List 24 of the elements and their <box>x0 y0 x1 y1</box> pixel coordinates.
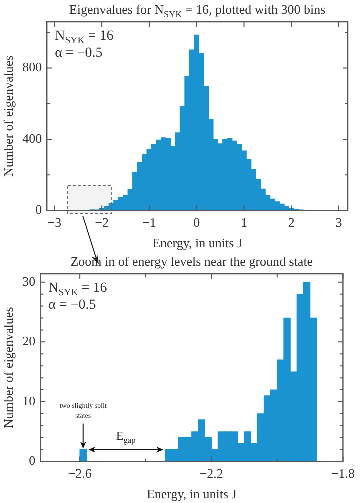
x-tick-label: 2 <box>288 215 295 230</box>
annotation: α = −0.5 <box>55 46 103 61</box>
y-axis-title: Number of eigenvalues <box>1 56 16 178</box>
y-tick-label: 400 <box>22 130 42 146</box>
y-tick-label: 800 <box>22 60 42 75</box>
x-tick-label: −2.2 <box>200 466 224 482</box>
y-tick-label: 0 <box>36 202 42 218</box>
chart-title: Zoom in of energy levels near the ground state <box>70 254 314 269</box>
y-tick-label: 0 <box>29 453 36 468</box>
y-axis-title: Number of eigenvalues <box>1 307 16 429</box>
x-tick-label: −1.8 <box>331 466 356 482</box>
y-tick-label: 20 <box>22 334 36 349</box>
x-tick-label: −2 <box>95 215 109 230</box>
annotation: α = −0.5 <box>48 298 96 313</box>
x-tick-label: −3 <box>48 215 62 230</box>
x-axis-title: Energy, in units J <box>146 486 237 502</box>
x-tick-label: −2.6 <box>68 466 92 482</box>
x-tick-label: 3 <box>336 215 342 230</box>
x-axis-title: Energy, in units J <box>152 236 243 251</box>
x-tick-label: 1 <box>240 215 248 230</box>
x-tick-label: −1 <box>142 215 156 230</box>
x-tick-label: 0 <box>194 215 200 230</box>
y-tick-label: 30 <box>22 274 36 289</box>
y-tick-label: 10 <box>22 393 36 408</box>
